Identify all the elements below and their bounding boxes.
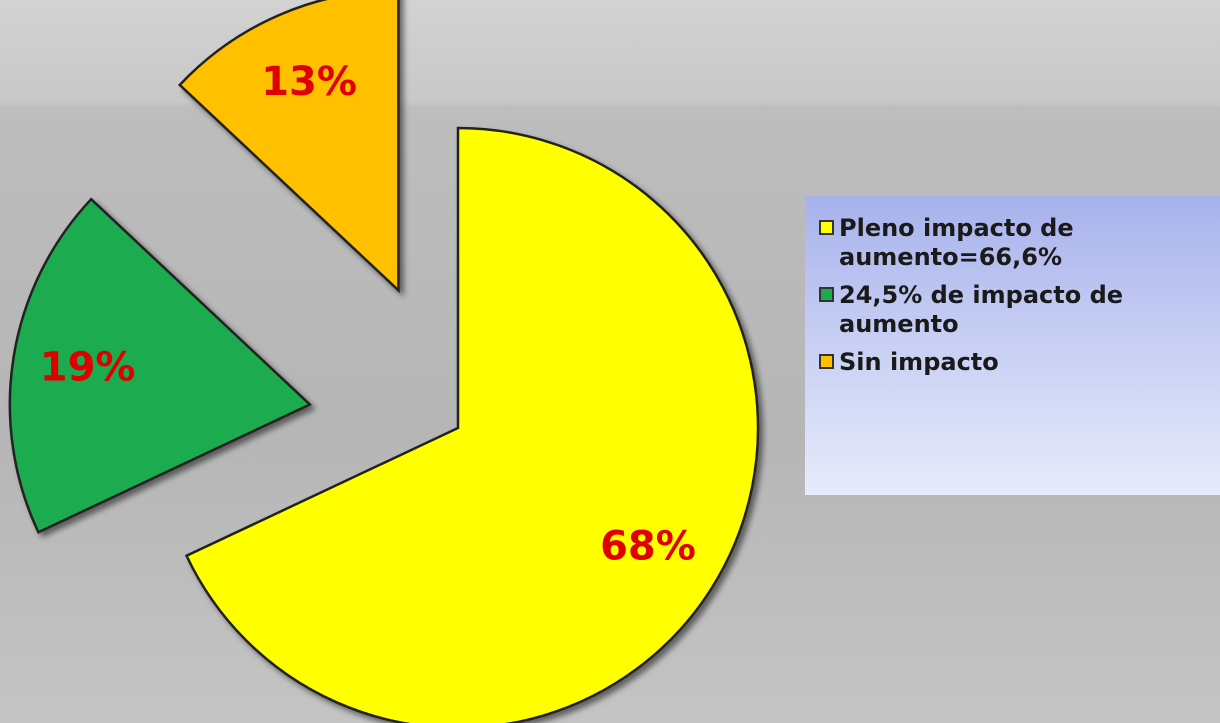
legend-label: Sin impacto xyxy=(839,348,999,377)
legend-label: Pleno impacto de aumento=66,6% xyxy=(839,214,1210,272)
pie-slice xyxy=(187,128,758,723)
data-label: 19% xyxy=(40,344,136,390)
legend-item: Sin impacto xyxy=(819,348,1210,377)
legend-item: Pleno impacto de aumento=66,6% xyxy=(819,214,1210,272)
pie: 68% 19% 13% xyxy=(10,0,758,723)
data-label: 13% xyxy=(261,59,357,105)
legend-swatch xyxy=(819,220,834,235)
slide: {"chart_data": {"type": "pie", "categori… xyxy=(0,0,1220,723)
data-label: 68% xyxy=(600,524,696,570)
legend-item: 24,5% de impacto de aumento xyxy=(819,281,1210,339)
legend-swatch xyxy=(819,354,834,369)
pie-slice xyxy=(180,0,399,290)
legend: Pleno impacto de aumento=66,6% 24,5% de i… xyxy=(805,196,1220,495)
legend-swatch xyxy=(819,287,834,302)
legend-label: 24,5% de impacto de aumento xyxy=(839,281,1210,339)
